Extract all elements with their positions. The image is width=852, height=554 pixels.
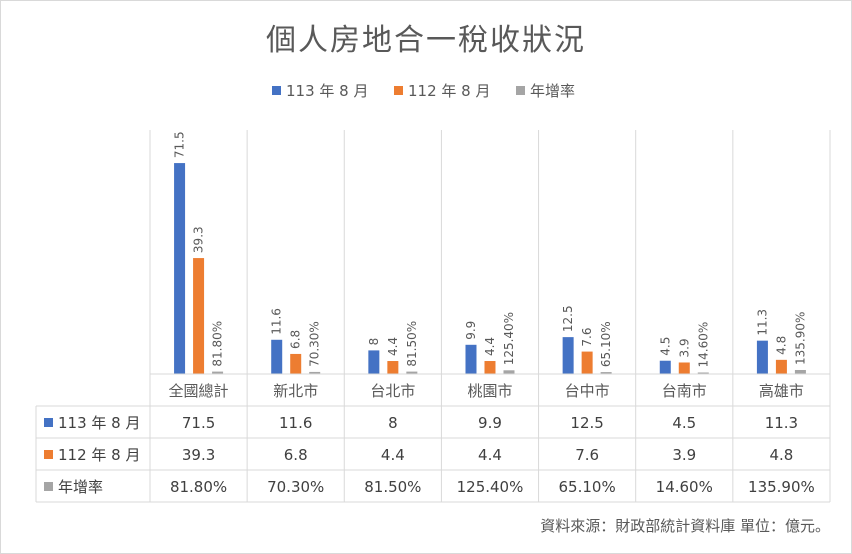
data-label-0-6: 11.3 — [755, 309, 769, 336]
legend-label-1: 112 年 8 月 — [408, 82, 490, 100]
table-cell-0-0: 71.5 — [182, 414, 215, 432]
bar-2-3 — [503, 370, 515, 374]
category-label-0: 全國總計 — [169, 382, 229, 400]
bar-0-0 — [174, 163, 186, 374]
bar-0-2 — [368, 350, 380, 374]
table-cell-0-6: 11.3 — [765, 414, 798, 432]
table-legend-key-0 — [44, 418, 53, 427]
table-cell-2-1: 70.30% — [267, 478, 324, 496]
data-label-0-3: 9.9 — [464, 321, 478, 340]
data-label-1-5: 3.9 — [677, 338, 691, 357]
category-label-1: 新北市 — [273, 382, 318, 400]
data-label-0-0: 71.5 — [173, 131, 187, 158]
category-label-6: 高雄市 — [759, 382, 804, 400]
table-legend-key-2 — [44, 482, 53, 491]
data-label-2-2: 81.50% — [405, 321, 419, 367]
bar-2-2 — [406, 371, 418, 374]
table-cell-2-2: 81.50% — [364, 478, 421, 496]
data-label-0-2: 8 — [367, 338, 381, 346]
table-cell-1-0: 39.3 — [182, 446, 215, 464]
category-label-3: 桃園市 — [467, 382, 512, 400]
table-series-name-1: 112 年 8 月 — [58, 446, 140, 464]
data-label-1-6: 4.8 — [774, 336, 788, 355]
table-series-name-0: 113 年 8 月 — [58, 414, 140, 432]
data-label-2-1: 70.30% — [308, 321, 322, 367]
bar-2-1 — [309, 371, 321, 374]
data-label-1-2: 4.4 — [386, 337, 400, 356]
table-cell-2-3: 125.40% — [457, 478, 524, 496]
bar-1-2 — [387, 361, 399, 374]
table-cell-2-6: 135.90% — [748, 478, 815, 496]
table-cell-0-5: 4.5 — [672, 414, 696, 432]
table-cell-0-1: 11.6 — [279, 414, 312, 432]
data-label-1-0: 39.3 — [192, 226, 206, 253]
bar-0-5 — [659, 360, 671, 374]
table-cell-0-4: 12.5 — [570, 414, 603, 432]
bar-2-4 — [600, 372, 612, 374]
bar-2-0 — [212, 371, 224, 374]
data-label-0-1: 11.6 — [270, 308, 284, 335]
legend-swatch-2 — [516, 86, 525, 95]
category-label-4: 台中市 — [565, 382, 610, 400]
data-table: 全國總計 新北市 台北市 桃園市 台中市 台南市 高雄市 113 年 8 月 71.5 11.6 8… — [35, 373, 831, 503]
bar-0-6 — [756, 340, 768, 374]
table-cell-1-1: 6.8 — [284, 446, 308, 464]
table-cell-2-4: 65.10% — [559, 478, 616, 496]
legend-label-0: 113 年 8 月 — [286, 82, 368, 100]
data-label-2-0: 81.80% — [211, 321, 225, 367]
bar-1-3 — [484, 361, 496, 374]
chart-title: 個人房地合一稅收狀況 — [266, 23, 586, 58]
category-label-5: 台南市 — [662, 382, 707, 400]
data-label-2-5: 14.60% — [696, 322, 710, 368]
data-label-1-1: 6.8 — [289, 330, 303, 349]
bar-0-3 — [465, 344, 477, 374]
bar-1-4 — [581, 351, 593, 374]
data-label-0-5: 4.5 — [658, 337, 672, 356]
data-label-0-4: 12.5 — [561, 305, 575, 332]
table-cell-1-6: 4.8 — [769, 446, 793, 464]
bar-2-6 — [794, 369, 806, 374]
bar-2-5 — [697, 372, 709, 374]
legend-label-2: 年增率 — [530, 82, 575, 100]
table-series-name-2: 年增率 — [58, 478, 103, 496]
legend: 113 年 8 月 112 年 8 月 年增率 — [272, 82, 575, 100]
source-note: 資料來源：財政部統計資料庫 單位：億元。 — [540, 517, 830, 535]
bar-0-1 — [271, 339, 283, 374]
table-cell-1-3: 4.4 — [478, 446, 502, 464]
data-label-2-3: 125.40% — [502, 312, 516, 365]
bar-0-4 — [562, 337, 574, 374]
table-cell-0-3: 9.9 — [478, 414, 502, 432]
legend-swatch-0 — [272, 86, 281, 95]
table-cell-1-2: 4.4 — [381, 446, 405, 464]
data-label-1-3: 4.4 — [483, 337, 497, 356]
table-cell-0-2: 8 — [388, 414, 398, 432]
data-label-2-4: 65.10% — [599, 321, 613, 367]
data-label-2-6: 135.90% — [793, 312, 807, 365]
table-cell-2-5: 14.60% — [656, 478, 713, 496]
bar-1-5 — [678, 362, 690, 374]
bar-1-1 — [290, 353, 302, 374]
table-cell-1-4: 7.6 — [575, 446, 599, 464]
bar-1-0 — [193, 258, 205, 374]
plot-area: 71.5 39.3 81.80% 11.6 6.8 70.30% 8 4.4 81.50% 9.9… — [149, 130, 831, 374]
table-cell-2-0: 81.80% — [170, 478, 227, 496]
data-label-1-4: 7.6 — [580, 327, 594, 346]
table-cell-1-5: 3.9 — [672, 446, 696, 464]
table-legend-key-1 — [44, 450, 53, 459]
category-label-2: 台北市 — [370, 382, 415, 400]
bar-1-6 — [775, 359, 787, 374]
legend-swatch-1 — [394, 86, 403, 95]
